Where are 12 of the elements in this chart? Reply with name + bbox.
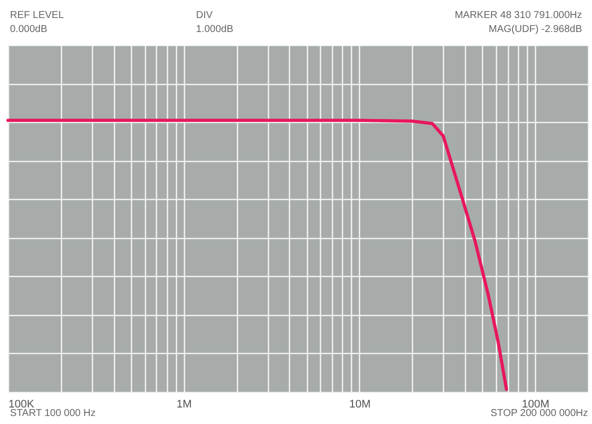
text: MAG(UDF) -2.968dB bbox=[488, 24, 582, 35]
text: 0.000dB bbox=[10, 24, 48, 35]
text: 1.000dB bbox=[196, 24, 234, 35]
x-tick-label: 100M bbox=[522, 398, 550, 410]
text: REF LEVEL bbox=[10, 10, 64, 21]
x-tick-label: 10M bbox=[349, 398, 371, 410]
text: MARKER 48 310 791.000Hz bbox=[454, 10, 582, 21]
text: DIV bbox=[196, 10, 213, 21]
text: STOP 200 000 000Hz bbox=[490, 408, 588, 419]
text: START 100 000 Hz bbox=[10, 408, 96, 419]
x-tick-label: 1M bbox=[176, 398, 192, 410]
x-tick-label: 100K bbox=[8, 398, 35, 410]
